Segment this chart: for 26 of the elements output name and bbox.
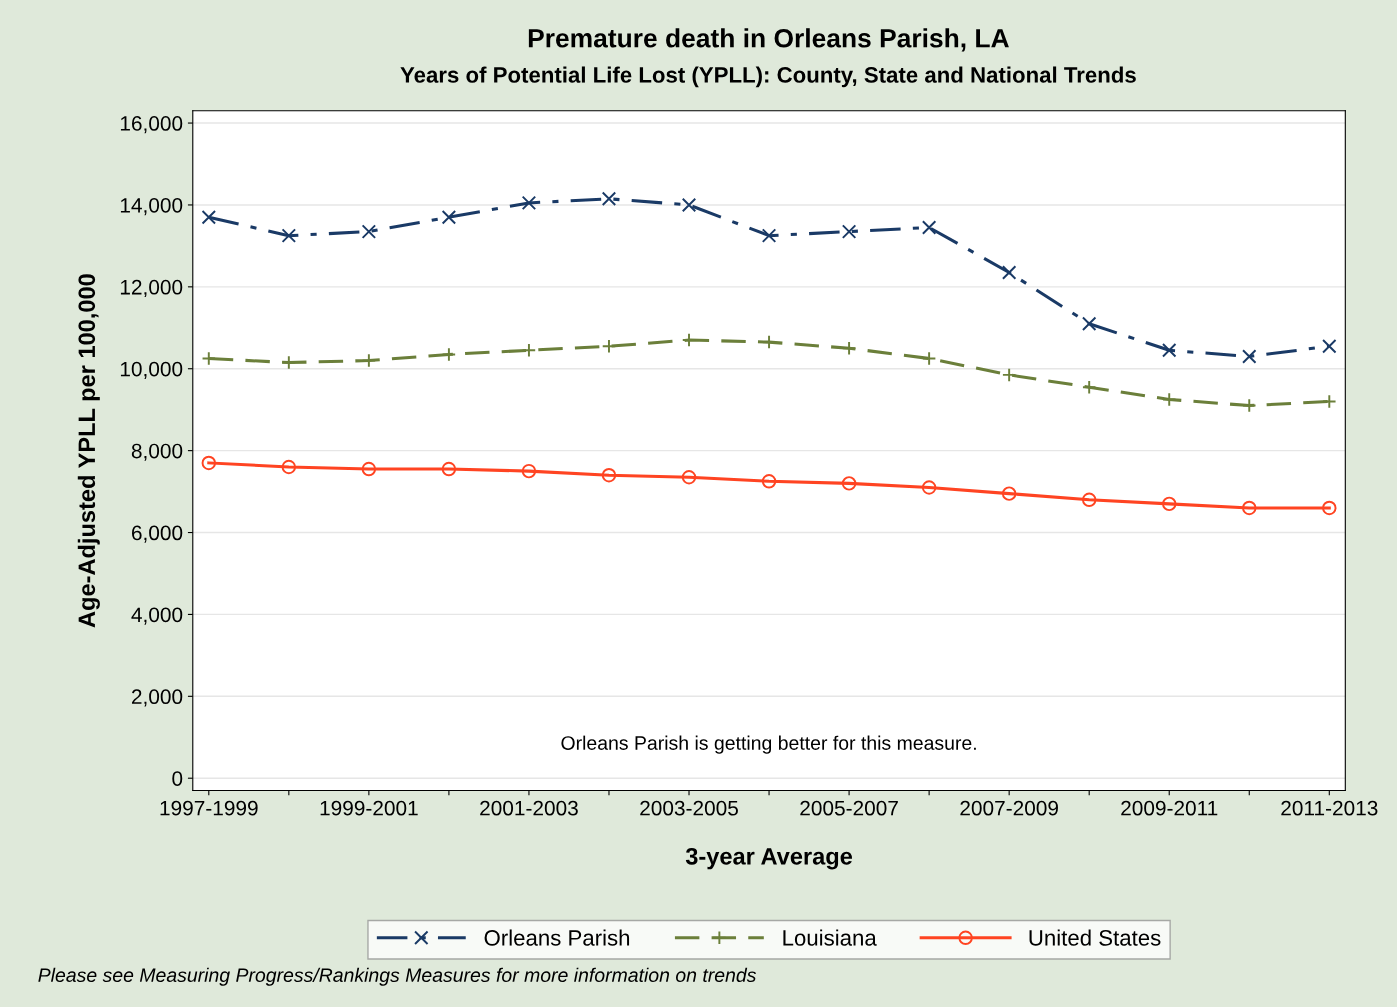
y-axis-title: Age-Adjusted YPLL per 100,000: [77, 274, 100, 628]
x-tick-label: 2007-2009: [960, 800, 1058, 816]
y-tick-label: 16,000: [120, 116, 183, 134]
y-tick-label: 0: [172, 771, 183, 786]
y-tick-label: 6,000: [131, 525, 183, 543]
legend-label: Louisiana: [783, 929, 877, 946]
x-tick-label: 2011-2013: [1281, 800, 1378, 816]
y-tick-label: 14,000: [120, 197, 183, 216]
chart-subtitle: Years of Potential Life Lost (YPLL): County, State and National Trends: [400, 66, 1136, 88]
y-tick-label: 4,000: [131, 607, 183, 625]
legend-label: United States: [1029, 929, 1161, 946]
x-tick-label: 2001-2003: [480, 800, 578, 816]
y-tick-label: 12,000: [120, 279, 183, 298]
chart-title: Premature death in Orleans Parish, LA: [528, 28, 1009, 52]
x-axis-title: 3-year Average: [685, 847, 853, 870]
text: Please see Measuring Progress/Rankings Measures for more information on trends: [38, 967, 757, 986]
y-tick-label: 10,000: [120, 361, 183, 379]
y-tick-label: 8,000: [131, 443, 183, 461]
legend-label: Orleans Parish: [484, 929, 630, 946]
y-tick-label: 2,000: [131, 689, 183, 707]
x-tick-label: 2003-2005: [640, 800, 738, 816]
x-tick-label: 1997-1999: [160, 800, 258, 816]
x-tick-label: 2005-2007: [800, 800, 898, 816]
x-tick-label: 2009-2011: [1121, 800, 1218, 816]
x-tick-label: 1999-2001: [320, 800, 418, 816]
annotation: Orleans Parish is getting better for this measure.: [561, 735, 976, 754]
